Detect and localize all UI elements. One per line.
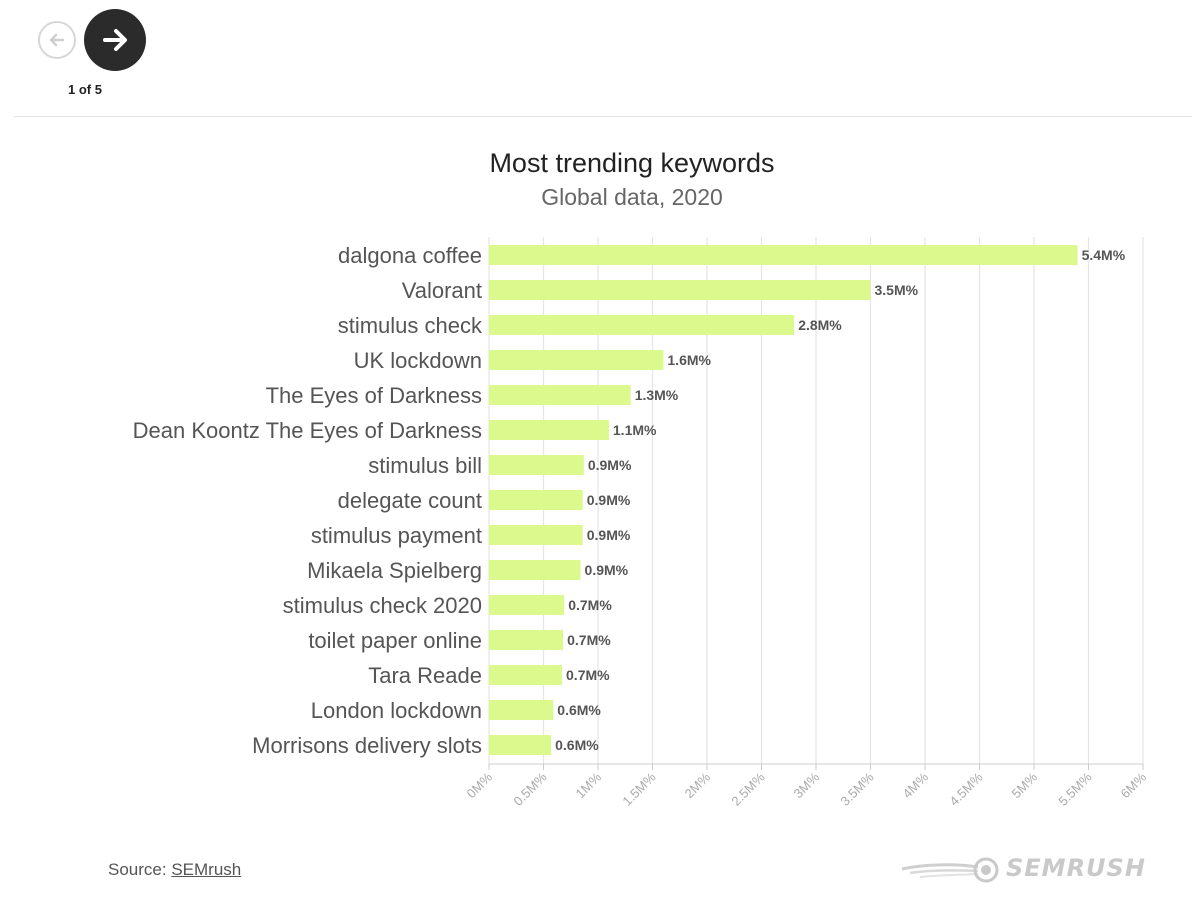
- data-label: 0.9M%: [588, 457, 632, 473]
- category-label: The Eyes of Darkness: [266, 383, 482, 408]
- x-tick-label: 5M%: [1009, 769, 1041, 801]
- category-label: UK lockdown: [354, 348, 482, 373]
- x-tick-label: 1.5M%: [619, 769, 659, 809]
- category-label: stimulus check 2020: [283, 593, 482, 618]
- category-label: stimulus payment: [311, 523, 482, 548]
- category-label: Morrisons delivery slots: [252, 733, 482, 758]
- source-link[interactable]: SEMrush: [171, 860, 242, 879]
- data-label: 1.1M%: [613, 422, 657, 438]
- x-tick-label: 0.5M%: [510, 769, 550, 809]
- category-label: toilet paper online: [308, 628, 482, 653]
- data-label: 0.9M%: [587, 527, 631, 543]
- bar: [489, 280, 871, 300]
- category-label: delegate count: [338, 488, 482, 513]
- category-label: stimulus check: [338, 313, 483, 338]
- source-prefix: Source:: [108, 860, 172, 879]
- x-tick-label: 4.5M%: [946, 769, 986, 809]
- bar: [489, 735, 552, 755]
- category-label: dalgona coffee: [338, 243, 482, 268]
- chart-title: Most trending keywords: [489, 148, 775, 178]
- bar: [489, 525, 583, 545]
- bar: [489, 665, 563, 685]
- data-label: 0.6M%: [555, 737, 599, 753]
- bar: [489, 595, 565, 615]
- x-tick-label: 2.5M%: [728, 769, 768, 809]
- category-label: Mikaela Spielberg: [307, 558, 482, 583]
- source-note: Source: SEMrush: [108, 860, 241, 880]
- bar: [489, 455, 584, 475]
- bar: [489, 385, 631, 405]
- header-divider: [14, 116, 1192, 117]
- bar: [489, 315, 795, 335]
- data-label: 1.6M%: [667, 352, 711, 368]
- bar: [489, 630, 564, 650]
- next-slide-button[interactable]: [84, 9, 146, 71]
- bar: [489, 245, 1078, 265]
- data-label: 0.6M%: [557, 702, 601, 718]
- x-tick-label: 4M%: [900, 769, 932, 801]
- bar: [489, 420, 609, 440]
- chart-subtitle: Global data, 2020: [541, 184, 723, 210]
- slide-counter: 1 of 5: [68, 82, 102, 97]
- data-label: 5.4M%: [1082, 247, 1126, 263]
- x-tick-label: 3.5M%: [837, 769, 877, 809]
- data-label: 0.7M%: [568, 597, 612, 613]
- category-label: Valorant: [402, 278, 482, 303]
- bar: [489, 350, 664, 370]
- category-label: London lockdown: [311, 698, 482, 723]
- data-label: 0.7M%: [566, 667, 610, 683]
- category-label: Tara Reade: [368, 663, 482, 688]
- x-tick-label: 0M%: [464, 769, 496, 801]
- arrow-left-icon: [49, 33, 65, 47]
- previous-slide-button[interactable]: [38, 21, 76, 59]
- data-label: 0.9M%: [585, 562, 629, 578]
- arrow-right-icon: [103, 29, 127, 51]
- data-label: 0.7M%: [567, 632, 611, 648]
- x-tick-label: 5.5M%: [1055, 769, 1095, 809]
- category-label: Dean Koontz The Eyes of Darkness: [133, 418, 482, 443]
- semrush-logo: SEMRUSH: [900, 850, 1162, 886]
- data-label: 0.9M%: [587, 492, 631, 508]
- brand-name: SEMRUSH: [1006, 854, 1146, 882]
- category-label: stimulus bill: [368, 453, 482, 478]
- data-label: 1.3M%: [635, 387, 679, 403]
- bar: [489, 700, 554, 720]
- x-tick-label: 1M%: [573, 769, 605, 801]
- bar: [489, 560, 581, 580]
- data-label: 3.5M%: [875, 282, 919, 298]
- data-label: 2.8M%: [798, 317, 842, 333]
- x-tick-label: 3M%: [791, 769, 823, 801]
- bar: [489, 490, 583, 510]
- x-tick-label: 6M%: [1118, 769, 1150, 801]
- x-tick-label: 2M%: [682, 769, 714, 801]
- semrush-fireball-icon: [901, 857, 999, 883]
